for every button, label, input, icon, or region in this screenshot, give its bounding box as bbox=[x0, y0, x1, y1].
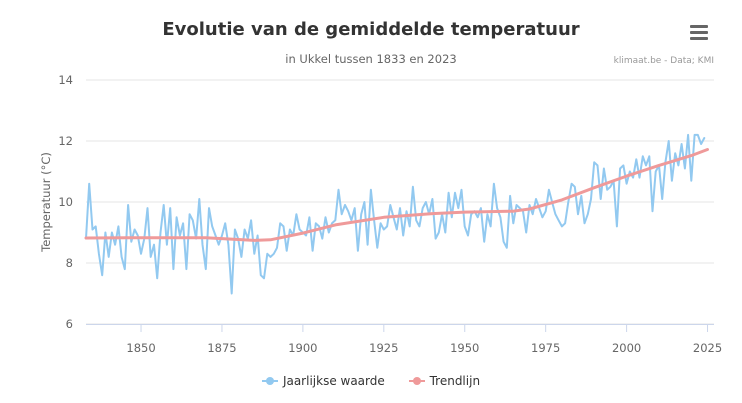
legend-item-annual[interactable]: Jaarlijkse waarde bbox=[261, 374, 385, 388]
y-tick-label: 14 bbox=[58, 73, 73, 87]
series-annual-line[interactable] bbox=[85, 133, 706, 295]
series-trend-line[interactable] bbox=[84, 148, 709, 242]
x-tick-label: 1850 bbox=[126, 341, 155, 355]
x-tick-label: 1900 bbox=[288, 341, 317, 355]
series-lines bbox=[84, 133, 709, 295]
chart-title: Evolutie van de gemiddelde temperatuur bbox=[162, 19, 580, 40]
y-tick-labels: 6 8 10 12 14 bbox=[58, 73, 73, 331]
legend: Jaarlijkse waarde Trendlijn bbox=[0, 374, 742, 389]
legend-label-annual: Jaarlijkse waarde bbox=[282, 374, 385, 388]
x-tick-label: 1950 bbox=[450, 341, 479, 355]
legend-item-trend[interactable]: Trendlijn bbox=[408, 374, 481, 388]
y-tick-label: 12 bbox=[58, 134, 73, 148]
legend-symbol-annual bbox=[261, 376, 278, 386]
x-tick-label: 2000 bbox=[612, 341, 641, 355]
y-tick-label: 8 bbox=[66, 256, 73, 270]
grid-lines bbox=[86, 79, 714, 325]
x-tick-label: 1925 bbox=[369, 341, 398, 355]
y-tick-label: 10 bbox=[58, 195, 73, 209]
x-tick-label: 1975 bbox=[531, 341, 560, 355]
x-tick-label: 1875 bbox=[207, 341, 236, 355]
x-tick-label: 2025 bbox=[693, 341, 722, 355]
y-tick-label: 6 bbox=[66, 317, 73, 331]
legend-symbol-trend bbox=[408, 376, 425, 386]
legend-label-trend: Trendlijn bbox=[429, 374, 481, 388]
chart-subtitle: in Ukkel tussen 1833 en 2023 bbox=[285, 52, 457, 66]
chart-credits[interactable]: klimaat.be - Data; KMI bbox=[613, 56, 714, 66]
hamburger-menu-icon[interactable] bbox=[690, 25, 708, 41]
x-tick-labels: 1850 1875 1900 1925 1950 1975 2000 2025 bbox=[126, 324, 722, 355]
